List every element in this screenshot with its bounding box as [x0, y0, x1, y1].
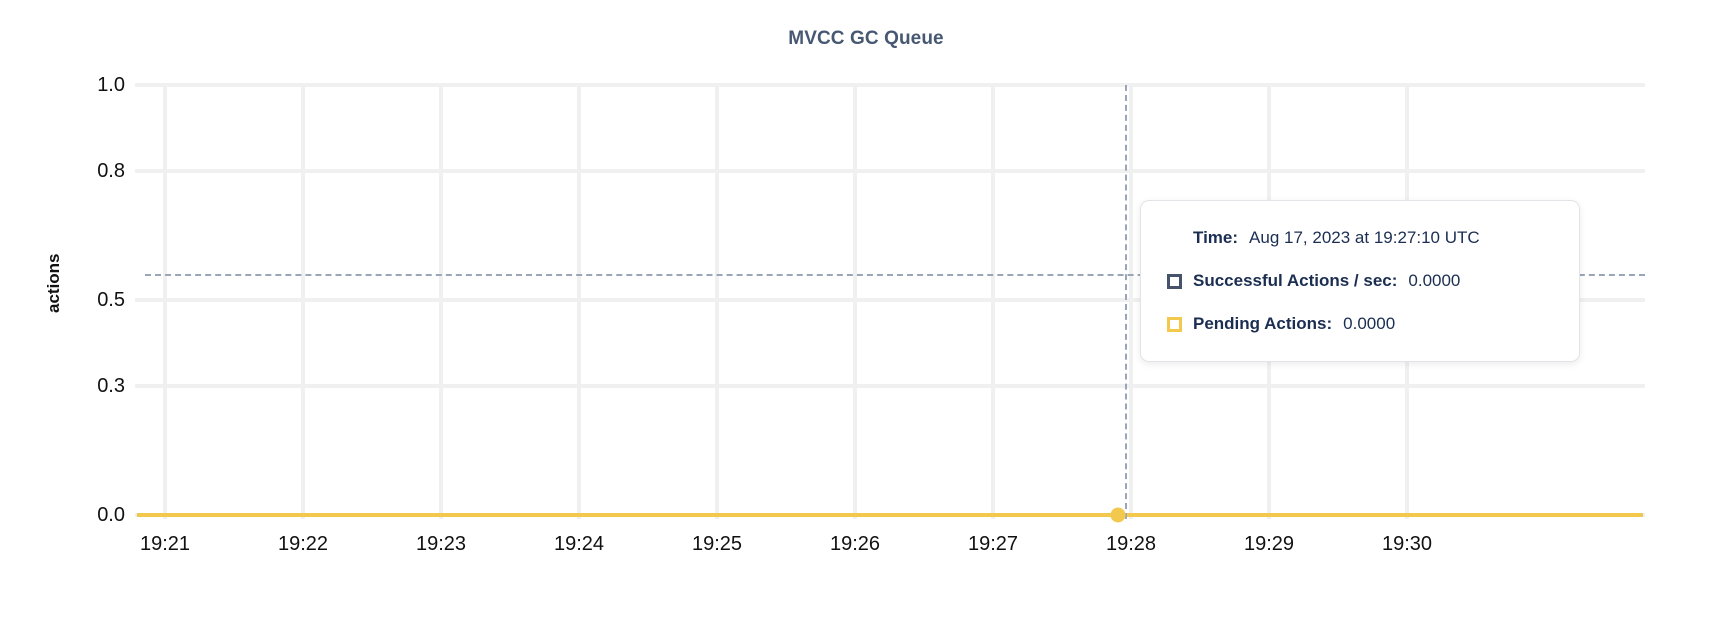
gridline-horizontal: [135, 83, 1645, 87]
y-axis-tick-label: 0.3: [97, 375, 125, 397]
gridline-vertical: [301, 85, 305, 519]
gridline-vertical: [1129, 85, 1133, 519]
x-axis-tick-label: 19:21: [139, 533, 191, 555]
series-line: [137, 513, 1643, 517]
tooltip-series-label: Pending Actions:: [1193, 314, 1333, 333]
gridline-vertical: [991, 85, 995, 519]
square-outline-icon: [1167, 273, 1182, 289]
gridline-vertical: [853, 85, 857, 519]
x-axis-tick-label: 19:26: [829, 533, 881, 555]
gridline-horizontal: [135, 169, 1645, 173]
x-axis-tick-label: 19:23: [415, 533, 467, 555]
y-axis-tick-label: 0.5: [97, 289, 125, 311]
y-axis-tick-label: 0.8: [97, 160, 125, 182]
hover-tooltip: Time: Aug 17, 2023 at 19:27:10 UTC Success…: [1140, 200, 1580, 362]
crosshair-vertical: [1124, 85, 1127, 519]
gridline-vertical: [163, 85, 167, 519]
gridline-horizontal: [135, 298, 1645, 302]
x-axis-tick-label: 19:22: [277, 533, 329, 555]
tooltip-time-row: Time: Aug 17, 2023 at 19:27:10 UTC: [1167, 223, 1553, 253]
tooltip-series-row: Pending Actions: 0.0000: [1167, 309, 1553, 339]
gridline-vertical: [577, 85, 581, 519]
x-axis-tick-label: 19:29: [1243, 533, 1295, 555]
tooltip-series-value: 0.0000: [1408, 271, 1461, 290]
x-axis-tick-label: 19:25: [691, 533, 743, 555]
gridline-vertical: [439, 85, 443, 519]
x-axis-tick-label: 19:24: [553, 533, 605, 555]
tooltip-series-value: 0.0000: [1343, 314, 1396, 333]
tooltip-time-label: Time:: [1193, 228, 1239, 247]
x-axis-tick-label: 19:28: [1105, 533, 1157, 555]
hovered-data-point[interactable]: [1110, 507, 1125, 523]
tooltip-series-label: Successful Actions / sec:: [1193, 271, 1398, 290]
tooltip-series-row: Successful Actions / sec: 0.0000: [1167, 266, 1553, 296]
chart-title: MVCC GC Queue: [788, 28, 944, 49]
x-axis-tick-label: 19:27: [967, 533, 1019, 555]
tooltip-time-value: Aug 17, 2023 at 19:27:10 UTC: [1249, 228, 1480, 247]
y-axis-tick-label: 0.0: [97, 504, 125, 526]
square-outline-icon: [1167, 316, 1182, 332]
gridline-vertical: [715, 85, 719, 519]
crosshair-horizontal: [145, 274, 1645, 277]
x-axis-tick-label: 19:30: [1381, 533, 1433, 555]
gridline-horizontal: [135, 384, 1645, 388]
y-axis-tick-label: 1.0: [97, 74, 125, 96]
